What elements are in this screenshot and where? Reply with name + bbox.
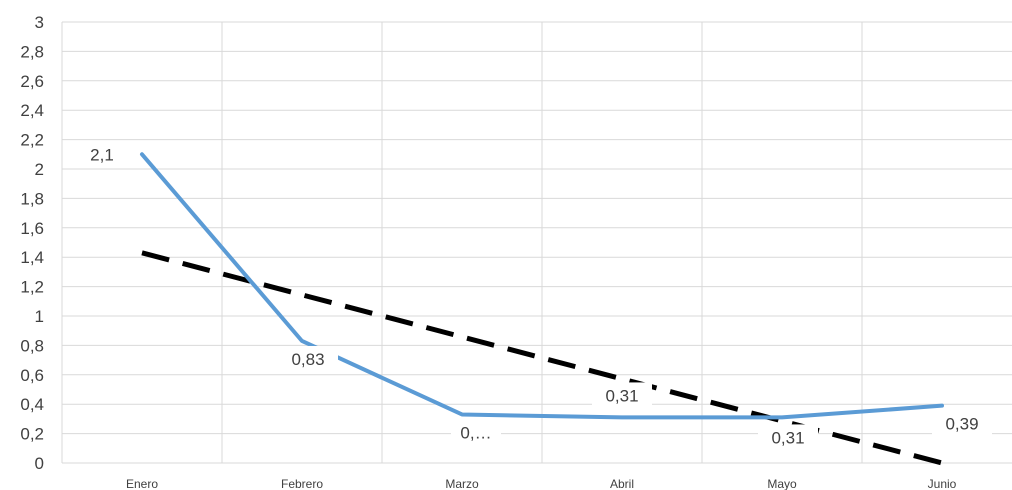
y-tick-label: 0 xyxy=(35,454,44,473)
gridlines xyxy=(61,21,1012,464)
y-tick-label: 1 xyxy=(35,307,44,326)
x-tick-label: Junio xyxy=(928,477,957,490)
data-label-box xyxy=(592,382,652,409)
y-tick-label: 0,6 xyxy=(20,366,44,385)
x-tick-label: Abril xyxy=(610,477,634,490)
x-tick-label: Marzo xyxy=(445,477,479,490)
y-tick-label: 2,6 xyxy=(20,72,44,91)
series-line xyxy=(140,152,944,420)
y-tick-label: 1,4 xyxy=(20,248,44,267)
y-tick-label: 2 xyxy=(35,160,44,179)
y-tick-label: 2,4 xyxy=(20,101,44,120)
data-label-box xyxy=(758,424,818,451)
x-tick-label: Febrero xyxy=(281,477,323,490)
data-label-box xyxy=(278,345,338,372)
x-tick-label: Enero xyxy=(126,477,158,490)
data-label: 0,… xyxy=(460,423,491,442)
y-tick-label: 3 xyxy=(35,13,44,32)
data-label: 0,31 xyxy=(605,386,638,405)
y-tick-label: 0,4 xyxy=(20,395,44,414)
data-label: 0,83 xyxy=(291,350,324,369)
data-label: 0,39 xyxy=(945,415,978,434)
y-axis-ticks: 0 0,2 0,4 0,6 0,8 1 1,2 1,4 1,6 1,8 2 2,2 2,4 2,6 2,8 3 xyxy=(20,13,44,473)
data-label-box xyxy=(932,410,992,437)
data-label-box xyxy=(451,419,501,446)
data-label: 0,31 xyxy=(771,428,804,447)
y-tick-label: 1,2 xyxy=(20,278,44,297)
data-labels: 2,1 0,83 0,… 0,31 0,31 0,39 xyxy=(77,141,992,451)
y-tick-label: 1,6 xyxy=(20,219,44,238)
y-tick-label: 1,8 xyxy=(20,189,44,208)
y-tick-label: 2,8 xyxy=(20,42,44,61)
x-axis-ticks: Enero Febrero Marzo Abril Mayo Junio xyxy=(126,477,957,490)
y-tick-label: 0,8 xyxy=(20,336,44,355)
data-label: 2,1 xyxy=(90,145,114,164)
x-tick-label: Mayo xyxy=(767,477,797,490)
y-tick-label: 2,2 xyxy=(20,131,44,150)
y-tick-label: 0,2 xyxy=(20,425,44,444)
data-label-box xyxy=(77,141,127,168)
